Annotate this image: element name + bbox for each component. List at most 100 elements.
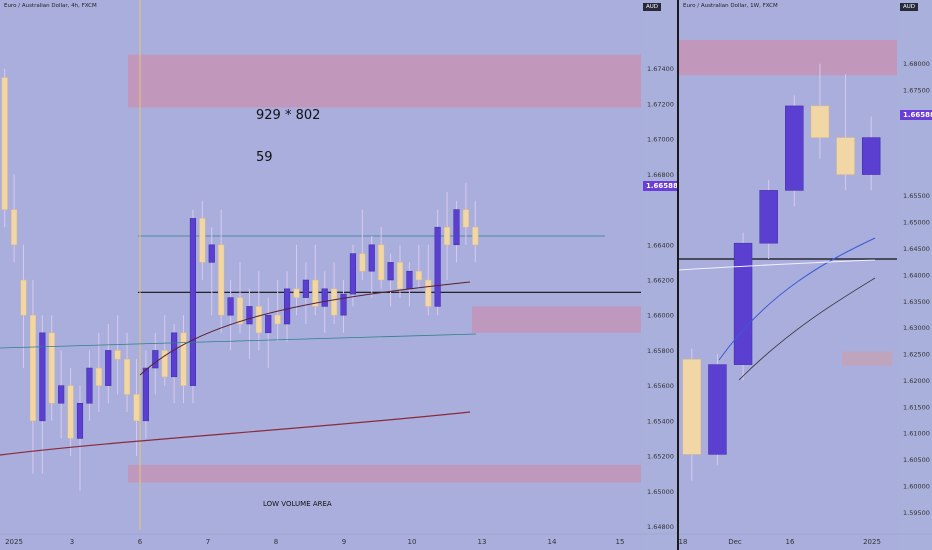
candle-body: [133, 394, 140, 422]
time-tick-label: 2025: [5, 538, 23, 546]
candle-body: [11, 209, 18, 246]
candle-body: [123, 358, 131, 395]
left-currency-badge: AUD: [643, 3, 662, 11]
candle-body: [283, 288, 291, 325]
time-tick-label: 10: [408, 538, 417, 546]
candle-body: [387, 262, 394, 281]
price-tick-label: 1.61000: [903, 430, 930, 438]
price-tick-label: 1.63000: [903, 324, 930, 332]
moving-average-fast: [718, 237, 876, 361]
time-tick-label: 7: [206, 538, 210, 546]
candle-body: [302, 279, 309, 298]
price-axis: [641, 0, 677, 550]
candle-body: [142, 367, 149, 422]
time-tick-label: 2025: [863, 538, 881, 546]
panel-divider[interactable]: [677, 0, 679, 550]
price-tick-label: 1.67500: [903, 87, 930, 95]
annotation-ratio: 929 * 802: [256, 108, 321, 123]
candle-body: [48, 332, 55, 404]
supply-demand-zone: [128, 54, 641, 108]
price-tick-label: 1.67400: [647, 65, 674, 73]
price-tick-label: 1.60000: [903, 483, 930, 491]
supply-demand-zone: [679, 39, 897, 76]
price-tick-label: 1.66200: [647, 277, 674, 285]
candle-body: [86, 367, 93, 404]
moving-average-50: [139, 281, 471, 376]
candle-body: [368, 244, 375, 272]
candle-body: [218, 244, 225, 316]
price-tick-label: 1.60500: [903, 456, 930, 464]
time-tick-label: 18: [679, 538, 687, 546]
candle-body: [406, 270, 413, 290]
candle-body: [810, 105, 830, 138]
candle-body: [415, 270, 422, 281]
candle-body: [1, 77, 8, 210]
right-chart-panel[interactable]: 1.680001.675001.670001.655001.650001.645…: [679, 0, 932, 550]
candle-body: [472, 226, 479, 246]
candle-body: [29, 314, 37, 422]
candle-body: [396, 262, 404, 290]
candle-body: [180, 332, 187, 386]
candle-body: [443, 226, 451, 246]
price-tick-label: 1.65200: [647, 453, 674, 461]
left-chart-panel[interactable]: 1.67400 1.67200 1.67000 1.66800 1.66400 1.662…: [0, 0, 677, 550]
candle-body: [114, 350, 121, 360]
left-last-price-tag: 1.66588: [643, 181, 677, 191]
candle-body: [759, 190, 778, 244]
time-tick-label: 14: [548, 538, 557, 546]
supply-demand-zone: [128, 464, 641, 483]
price-tick-label: 1.63500: [903, 298, 930, 306]
candle-body: [67, 385, 74, 439]
candle-body: [340, 293, 347, 316]
time-tick-label: 13: [478, 538, 487, 546]
candle-body: [208, 244, 215, 263]
price-tick-label: 1.62500: [903, 351, 930, 359]
moving-average-white: [679, 259, 876, 271]
candle-body: [274, 314, 281, 325]
candle-body: [785, 105, 804, 191]
right-last-price-tag: 1.66588: [900, 110, 932, 120]
price-tick-label: 1.66800: [647, 171, 674, 179]
candle-body: [161, 350, 168, 378]
price-tick-label: 1.65000: [647, 488, 674, 496]
moving-average-slow: [738, 277, 876, 381]
candle-body: [453, 209, 460, 246]
price-tick-label: 1.66000: [647, 312, 674, 320]
candle-body: [236, 297, 244, 325]
candle-body: [836, 137, 855, 175]
candle-body: [293, 288, 300, 298]
price-axis: [897, 0, 932, 550]
price-tick-label: 1.64800: [647, 523, 674, 531]
candle-body: [76, 402, 84, 439]
time-tick-label: 8: [274, 538, 278, 546]
candle-body: [349, 253, 357, 295]
price-tick-label: 1.67000: [647, 136, 674, 144]
candle-body: [171, 332, 178, 378]
candle-body: [199, 218, 206, 263]
candle-body: [312, 279, 319, 307]
price-tick-label: 1.66400: [647, 241, 674, 249]
time-tick-label: 15: [616, 538, 625, 546]
right-chart-canvas[interactable]: 1.680001.675001.670001.655001.650001.645…: [679, 0, 932, 550]
candle-body: [189, 218, 197, 386]
candle-body: [105, 350, 112, 386]
price-tick-label: 1.65800: [647, 347, 674, 355]
time-tick-label: 9: [342, 538, 346, 546]
candle-body: [682, 359, 702, 455]
candle-body: [733, 242, 753, 365]
left-chart-title: Euro / Australian Dollar, 4h, FXCM: [4, 3, 97, 9]
candle-body: [425, 279, 432, 307]
price-tick-label: 1.59500: [903, 509, 930, 517]
candle-body: [227, 297, 234, 316]
candle-body: [861, 137, 881, 175]
right-currency-badge: AUD: [900, 3, 919, 11]
candle-body: [378, 244, 385, 281]
right-chart-title: Euro / Australian Dollar, 1W, FXCM: [683, 3, 778, 9]
price-tick-label: 1.65600: [647, 382, 674, 390]
candle-body: [95, 367, 102, 386]
time-tick-label: 16: [786, 538, 795, 546]
candle-body: [152, 350, 159, 369]
price-tick-label: 1.62000: [903, 377, 930, 385]
candle-body: [462, 209, 469, 228]
left-chart-canvas[interactable]: 1.67400 1.67200 1.67000 1.66800 1.66400 1.662…: [0, 0, 677, 550]
